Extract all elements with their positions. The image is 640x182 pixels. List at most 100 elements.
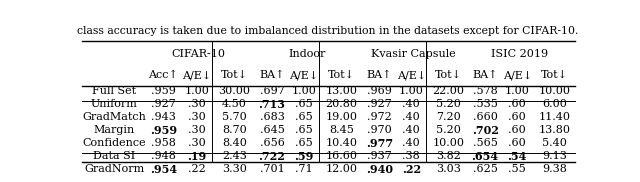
Text: .927: .927 [151,99,175,109]
Text: .535: .535 [473,99,497,109]
Text: 7.20: 7.20 [436,112,461,122]
Text: .645: .645 [260,125,284,135]
Text: 1.00: 1.00 [505,86,530,96]
Text: BA↑: BA↑ [472,70,498,80]
Text: .625: .625 [473,164,497,174]
Text: .30: .30 [188,138,206,148]
Text: 5.40: 5.40 [541,138,566,148]
Text: 2.43: 2.43 [222,151,247,161]
Text: .701: .701 [260,164,284,174]
Text: .65: .65 [295,112,313,122]
Text: .22: .22 [402,164,421,175]
Text: Confidence: Confidence [82,138,146,148]
Text: .30: .30 [188,112,206,122]
Text: .38: .38 [403,151,420,161]
Text: A/E↓: A/E↓ [502,70,532,80]
Text: 1.00: 1.00 [399,86,424,96]
Text: GradNorm: GradNorm [84,164,144,174]
Text: 13.00: 13.00 [326,86,358,96]
Text: ISIC 2019: ISIC 2019 [491,49,548,59]
Text: 22.00: 22.00 [432,86,464,96]
Text: .71: .71 [295,164,313,174]
Text: .948: .948 [151,151,175,161]
Text: .959: .959 [151,86,175,96]
Text: .697: .697 [260,86,284,96]
Text: .969: .969 [367,86,392,96]
Text: GradMatch: GradMatch [82,112,146,122]
Text: 30.00: 30.00 [218,86,250,96]
Text: .30: .30 [188,99,206,109]
Text: .970: .970 [367,125,392,135]
Text: 3.30: 3.30 [222,164,247,174]
Text: 16.60: 16.60 [326,151,358,161]
Text: .954: .954 [150,164,177,175]
Text: .937: .937 [367,151,392,161]
Text: .65: .65 [295,138,313,148]
Text: .59: .59 [294,151,314,162]
Text: 5.20: 5.20 [436,125,461,135]
Text: 3.82: 3.82 [436,151,461,161]
Text: A/E↓: A/E↓ [397,70,426,80]
Text: .578: .578 [473,86,497,96]
Text: .40: .40 [403,112,420,122]
Text: 8.70: 8.70 [222,125,247,135]
Text: .565: .565 [473,138,497,148]
Text: A/E↓: A/E↓ [289,70,319,80]
Text: A/E↓: A/E↓ [182,70,212,80]
Text: .972: .972 [367,112,392,122]
Text: 5.20: 5.20 [436,99,461,109]
Text: Acc↑: Acc↑ [148,70,178,80]
Text: 6.00: 6.00 [541,99,566,109]
Text: Margin: Margin [93,125,134,135]
Text: 9.13: 9.13 [541,151,566,161]
Text: Tot↓: Tot↓ [541,70,568,80]
Text: 12.00: 12.00 [326,164,358,174]
Text: .30: .30 [188,125,206,135]
Text: .713: .713 [259,99,285,110]
Text: 9.38: 9.38 [541,164,566,174]
Text: 11.40: 11.40 [538,112,570,122]
Text: .959: .959 [150,125,177,136]
Text: Kvasir Capsule: Kvasir Capsule [371,49,456,59]
Text: .60: .60 [508,99,526,109]
Text: .977: .977 [365,138,393,149]
Text: 1.00: 1.00 [184,86,209,96]
Text: .60: .60 [508,125,526,135]
Text: 3.03: 3.03 [436,164,461,174]
Text: 5.70: 5.70 [222,112,247,122]
Text: .660: .660 [473,112,497,122]
Text: .702: .702 [472,125,499,136]
Text: .683: .683 [260,112,284,122]
Text: .65: .65 [295,125,313,135]
Text: Tot↓: Tot↓ [328,70,355,80]
Text: class accuracy is taken due to imbalanced distribution in the datasets except fo: class accuracy is taken due to imbalance… [77,26,579,36]
Text: .22: .22 [188,164,206,174]
Text: 8.40: 8.40 [222,138,247,148]
Text: 13.80: 13.80 [538,125,570,135]
Text: .40: .40 [403,125,420,135]
Text: 10.00: 10.00 [432,138,464,148]
Text: 1.00: 1.00 [292,86,317,96]
Text: 4.50: 4.50 [222,99,247,109]
Text: 8.45: 8.45 [329,125,354,135]
Text: 20.80: 20.80 [326,99,358,109]
Text: Indoor: Indoor [288,49,326,59]
Text: .654: .654 [472,151,499,162]
Text: Tot↓: Tot↓ [435,70,461,80]
Text: .60: .60 [508,138,526,148]
Text: .958: .958 [151,138,175,148]
Text: .60: .60 [508,112,526,122]
Text: BA↑: BA↑ [367,70,392,80]
Text: BA↑: BA↑ [259,70,285,80]
Text: CIFAR-10: CIFAR-10 [172,49,226,59]
Text: 10.40: 10.40 [326,138,358,148]
Text: .927: .927 [367,99,392,109]
Text: .940: .940 [365,164,393,175]
Text: .65: .65 [295,99,313,109]
Text: Tot↓: Tot↓ [221,70,248,80]
Text: 10.00: 10.00 [538,86,570,96]
Text: Full Set: Full Set [92,86,136,96]
Text: .722: .722 [259,151,285,162]
Text: .943: .943 [151,112,175,122]
Text: .19: .19 [188,151,207,162]
